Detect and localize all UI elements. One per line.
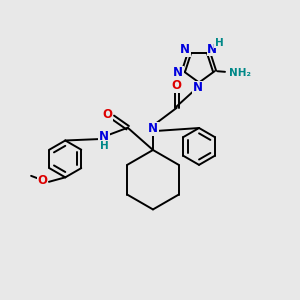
Text: N: N — [173, 66, 183, 79]
Text: O: O — [172, 79, 182, 92]
Text: O: O — [38, 174, 47, 187]
Text: N: N — [193, 81, 202, 94]
Text: N: N — [99, 130, 109, 143]
Text: NH₂: NH₂ — [230, 68, 251, 78]
Text: O: O — [103, 108, 112, 121]
Text: N: N — [207, 43, 217, 56]
Text: N: N — [148, 122, 158, 135]
Text: H: H — [100, 141, 109, 151]
Text: N: N — [180, 44, 190, 56]
Text: H: H — [215, 38, 224, 48]
